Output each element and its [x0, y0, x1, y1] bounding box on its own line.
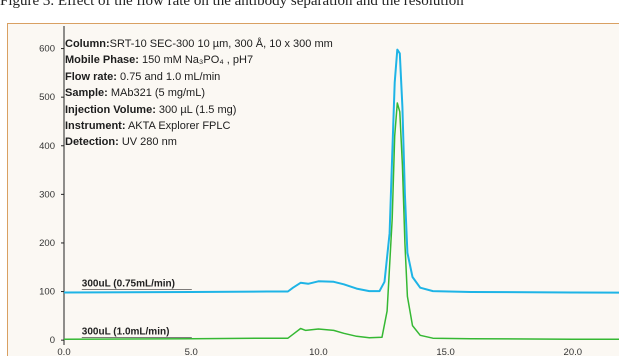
series-label-1: 300uL (0.75mL/min) — [82, 279, 175, 290]
info-mobile-phase: Mobile Phase: 150 mM Na₃PO₄ , pH7 — [65, 52, 333, 68]
y-tick-label: 200 — [39, 238, 55, 249]
series-line-2 — [63, 102, 619, 340]
info-detection-label: Detection: — [65, 136, 119, 149]
info-column-label: Column: — [65, 38, 110, 50]
x-tick-label: 20.0 — [564, 347, 583, 356]
info-injection: Injection Volume: 300 µL (1.5 mg) — [65, 102, 333, 118]
info-sample-value: MAb321 (5 mg/mL) — [110, 87, 206, 100]
info-mobile-label: Mobile Phase: — [65, 54, 139, 67]
info-column: Column:SRT-10 SEC-300 10 µm, 300 Å, 10 x… — [65, 36, 333, 52]
info-flow-rate: Flow rate: 0.75 and 1.0 mL/min — [65, 69, 333, 85]
info-sample: Sample: MAb321 (5 mg/mL) — [65, 85, 333, 101]
info-mobile-value: 150 mM Na₃PO₄ , pH7 — [142, 54, 254, 67]
chromatogram-panel — [7, 23, 619, 356]
series-label-2: 300uL (1.0mL/min) — [82, 326, 170, 337]
info-detection-value: UV 280 nm — [121, 136, 177, 149]
method-info: Column:SRT-10 SEC-300 10 µm, 300 Å, 10 x… — [65, 36, 333, 151]
y-tick-label: 100 — [39, 287, 55, 298]
info-instrument: Instrument: AKTA Explorer FPLC — [65, 118, 333, 134]
y-tick-label: 600 — [39, 44, 55, 55]
info-detection: Detection: UV 280 nm — [65, 134, 333, 150]
figure-caption: Figure 3. Effect of the flow rate on the… — [0, 0, 464, 9]
x-tick-label: 10.0 — [309, 347, 328, 356]
info-flow-label: Flow rate: — [65, 70, 117, 83]
info-injection-value: 300 µL (1.5 mg) — [158, 103, 237, 116]
y-tick-label: 300 — [39, 189, 55, 200]
x-tick-label: 15.0 — [436, 347, 455, 356]
info-column-value: SRT-10 SEC-300 10 µm, 300 Å, 10 x 300 mm — [109, 38, 333, 50]
info-sample-label: Sample: — [65, 87, 108, 100]
x-tick-label: 0.0 — [57, 347, 70, 356]
info-flow-value: 0.75 and 1.0 mL/min — [120, 70, 221, 83]
series-line-1 — [63, 48, 619, 294]
info-instrument-value: AKTA Explorer FPLC — [127, 120, 231, 133]
y-tick-label: 500 — [39, 92, 55, 103]
y-tick-label: 400 — [39, 141, 55, 152]
y-tick-label: 0 — [50, 335, 55, 346]
info-instrument-label: Instrument: — [65, 120, 126, 133]
info-injection-label: Injection Volume: — [65, 103, 156, 116]
x-tick-label: 5.0 — [185, 347, 198, 356]
